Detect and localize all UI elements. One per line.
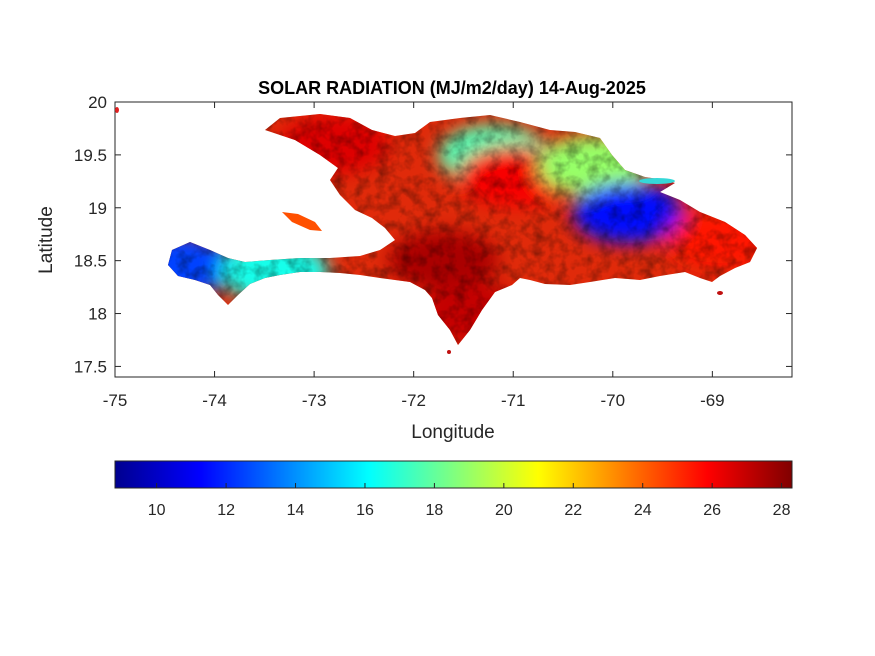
y-tick-label: 17.5 bbox=[74, 357, 107, 376]
speck-s bbox=[447, 350, 451, 354]
x-tick-label: -69 bbox=[700, 391, 725, 410]
y-axis: 17.5 18 18.5 19 19.5 20 bbox=[74, 93, 792, 376]
y-tick-label: 18 bbox=[88, 305, 107, 324]
y-axis-label: Latitude bbox=[36, 206, 57, 274]
colorbar-tick-label: 28 bbox=[773, 502, 791, 519]
x-tick-label: -72 bbox=[401, 391, 426, 410]
colorbar-tick-label: 16 bbox=[356, 502, 374, 519]
x-tick-label: -71 bbox=[501, 391, 526, 410]
small-island-north bbox=[639, 178, 675, 184]
colorbar-tick-label: 18 bbox=[426, 502, 444, 519]
speck-se bbox=[717, 291, 723, 295]
x-axis: -75 -74 -73 -72 -71 -70 -69 bbox=[103, 102, 725, 410]
y-tick-label: 19.5 bbox=[74, 146, 107, 165]
x-tick-label: -75 bbox=[103, 391, 128, 410]
x-tick-label: -73 bbox=[302, 391, 327, 410]
colorbar-tick-label: 14 bbox=[287, 502, 305, 519]
colorbar-tick-label: 26 bbox=[703, 502, 721, 519]
x-tick-label: -74 bbox=[202, 391, 227, 410]
colorbar-tick-label: 10 bbox=[148, 502, 166, 519]
chart-title: SOLAR RADIATION (MJ/m2/day) 14-Aug-2025 bbox=[258, 78, 646, 98]
colorbar-ticks: 10 12 14 16 18 20 22 24 26 28 bbox=[148, 483, 791, 519]
colorbar-tick-label: 20 bbox=[495, 502, 513, 519]
x-axis-label: Longitude bbox=[411, 422, 494, 443]
y-tick-label: 19 bbox=[88, 199, 107, 218]
colorbar-tick-label: 24 bbox=[634, 502, 652, 519]
y-tick-label: 18.5 bbox=[74, 252, 107, 271]
y-tick-label: 20 bbox=[88, 93, 107, 112]
x-tick-label: -70 bbox=[601, 391, 626, 410]
colorbar-tick-label: 22 bbox=[564, 502, 582, 519]
colorbar-tick-label: 12 bbox=[217, 502, 235, 519]
colorbar bbox=[114, 460, 793, 489]
speck-nw bbox=[115, 107, 119, 113]
